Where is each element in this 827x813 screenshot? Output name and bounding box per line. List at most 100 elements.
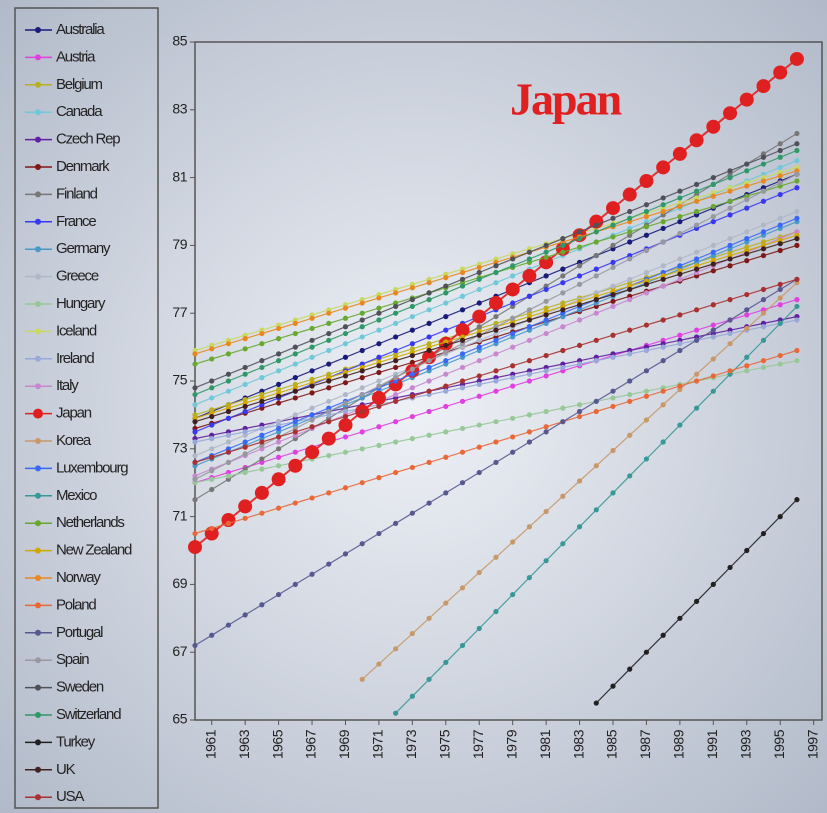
legend-marker bbox=[35, 492, 41, 499]
point bbox=[627, 276, 633, 282]
legend-marker bbox=[35, 54, 41, 61]
point bbox=[443, 659, 449, 665]
point bbox=[677, 188, 683, 194]
point bbox=[292, 429, 298, 435]
point bbox=[443, 429, 449, 435]
point bbox=[426, 364, 432, 371]
point bbox=[376, 363, 382, 369]
point bbox=[593, 229, 599, 235]
point bbox=[543, 558, 549, 564]
point bbox=[555, 241, 570, 256]
point bbox=[459, 337, 466, 343]
point bbox=[192, 497, 198, 503]
point bbox=[744, 354, 750, 360]
point bbox=[443, 283, 449, 289]
point bbox=[276, 463, 282, 469]
point bbox=[777, 247, 783, 254]
point bbox=[526, 412, 533, 418]
point bbox=[443, 300, 449, 306]
point bbox=[309, 337, 315, 343]
point bbox=[560, 405, 566, 411]
point bbox=[209, 486, 215, 493]
point bbox=[276, 393, 282, 399]
point bbox=[192, 642, 198, 649]
point bbox=[259, 510, 265, 516]
point bbox=[309, 344, 315, 350]
point bbox=[589, 214, 604, 229]
point bbox=[710, 373, 716, 379]
point bbox=[576, 244, 583, 250]
point bbox=[677, 256, 683, 262]
point bbox=[209, 476, 215, 482]
point bbox=[376, 475, 382, 481]
point bbox=[593, 273, 599, 279]
point bbox=[309, 424, 315, 430]
point bbox=[560, 290, 566, 296]
point bbox=[342, 485, 349, 491]
point bbox=[209, 422, 215, 428]
point bbox=[756, 79, 771, 94]
legend-label: Turkey bbox=[56, 733, 96, 750]
point bbox=[276, 368, 282, 374]
point bbox=[505, 282, 520, 297]
point bbox=[476, 469, 482, 476]
point bbox=[225, 408, 232, 415]
point bbox=[476, 332, 482, 338]
y-tick-label: 77 bbox=[172, 304, 187, 320]
point bbox=[660, 388, 666, 394]
point bbox=[576, 524, 583, 530]
x-tick-label: 1971 bbox=[370, 729, 386, 759]
point bbox=[225, 473, 232, 479]
point bbox=[426, 307, 432, 313]
point bbox=[744, 307, 750, 313]
point bbox=[292, 395, 298, 401]
point bbox=[643, 213, 650, 220]
point bbox=[426, 334, 432, 340]
point bbox=[744, 161, 750, 167]
point bbox=[560, 266, 566, 272]
point bbox=[426, 615, 432, 621]
legend-label: Hungary bbox=[56, 295, 106, 312]
point bbox=[342, 400, 349, 406]
legend-marker bbox=[35, 465, 41, 472]
point bbox=[777, 215, 783, 221]
point bbox=[672, 146, 687, 161]
point bbox=[476, 373, 482, 379]
point bbox=[192, 459, 198, 465]
point bbox=[760, 297, 767, 303]
point bbox=[192, 530, 198, 537]
point bbox=[242, 381, 248, 387]
point bbox=[409, 630, 415, 637]
point bbox=[359, 408, 365, 415]
plot-area: 65 67 69 71 73 75 77 79 81 83 85 1961 1963 1965 1967 19… bbox=[172, 33, 820, 759]
point bbox=[794, 208, 800, 215]
y-tick-label: 69 bbox=[172, 575, 187, 591]
point bbox=[376, 317, 382, 323]
point bbox=[643, 224, 650, 230]
point bbox=[409, 464, 415, 471]
point bbox=[543, 429, 549, 435]
point bbox=[376, 305, 382, 311]
point bbox=[259, 425, 265, 432]
point bbox=[593, 252, 599, 259]
point bbox=[760, 154, 767, 160]
point bbox=[760, 252, 767, 259]
point bbox=[459, 378, 466, 384]
point bbox=[393, 520, 399, 526]
legend-label: UK bbox=[56, 761, 76, 778]
point bbox=[493, 368, 499, 374]
point bbox=[209, 468, 215, 474]
x-tick-label: 1961 bbox=[202, 729, 218, 759]
point bbox=[459, 283, 466, 289]
point bbox=[359, 368, 365, 374]
point bbox=[610, 264, 616, 271]
point bbox=[476, 276, 482, 282]
point bbox=[627, 229, 633, 235]
point bbox=[426, 280, 432, 286]
point bbox=[409, 366, 415, 372]
point bbox=[393, 710, 399, 716]
point bbox=[794, 358, 800, 364]
point bbox=[526, 324, 533, 330]
point bbox=[510, 322, 516, 328]
point bbox=[643, 208, 650, 215]
